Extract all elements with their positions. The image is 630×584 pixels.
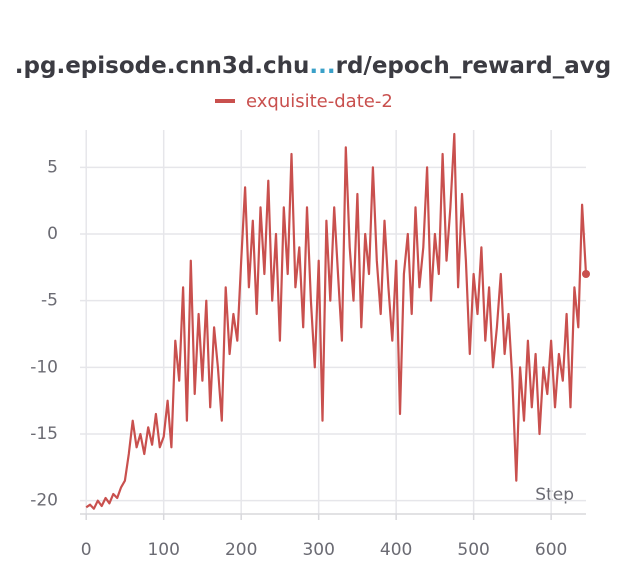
x-axis-label: Step bbox=[535, 485, 574, 505]
x-tick-label: 300 bbox=[302, 540, 334, 560]
title-ellipsis: ... bbox=[309, 53, 335, 79]
title-start: .pg.episode.cnn3d.chu bbox=[15, 53, 310, 79]
x-tick-label: 400 bbox=[380, 540, 412, 560]
x-tick-label: 0 bbox=[81, 540, 92, 560]
x-tick-label: 500 bbox=[457, 540, 489, 560]
x-tick-label: 200 bbox=[225, 540, 257, 560]
legend-label: exquisite-date-2 bbox=[246, 91, 393, 112]
x-tick-label: 600 bbox=[535, 540, 567, 560]
end-point bbox=[582, 270, 590, 278]
y-tick-label: -20 bbox=[30, 491, 58, 511]
y-tick-label: 5 bbox=[47, 157, 58, 177]
title-end: rd/epoch_reward_avg bbox=[336, 53, 612, 79]
series-line bbox=[85, 132, 588, 510]
y-tick-label: 0 bbox=[47, 224, 58, 244]
x-tick-label: 100 bbox=[147, 540, 179, 560]
y-tick-label: -10 bbox=[30, 357, 58, 377]
chart-title: .pg.episode.cnn3d.chu...rd/epoch_reward_… bbox=[15, 53, 611, 79]
y-tick-label: -5 bbox=[41, 291, 58, 311]
y-tick-label: -15 bbox=[30, 424, 58, 444]
